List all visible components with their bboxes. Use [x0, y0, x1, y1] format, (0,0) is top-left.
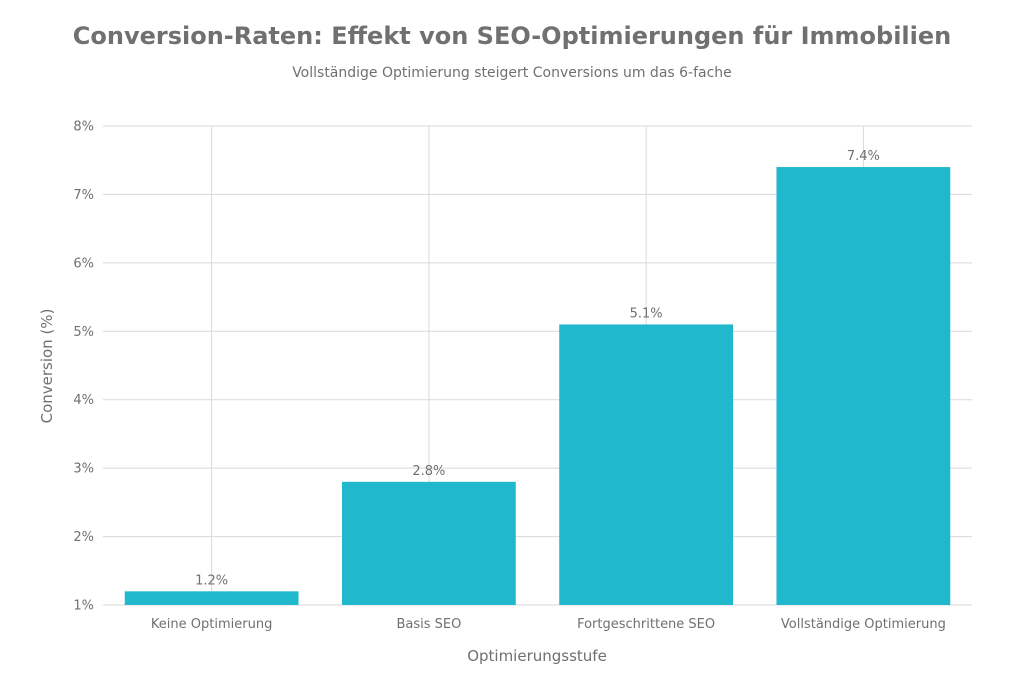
bar-value-label: 5.1%: [630, 306, 663, 321]
chart-subtitle: Vollständige Optimierung steigert Conver…: [292, 65, 732, 81]
y-tick-label: 4%: [73, 393, 94, 408]
x-axis-label: Optimierungsstufe: [467, 647, 607, 665]
chart-title: Conversion-Raten: Effekt von SEO-Optimie…: [73, 22, 952, 50]
y-tick-label: 2%: [73, 530, 94, 545]
y-tick-label: 1%: [73, 599, 94, 614]
y-tick-label: 7%: [73, 188, 94, 203]
bar-value-label: 2.8%: [412, 464, 445, 479]
x-tick-label: Vollständige Optimierung: [781, 617, 946, 632]
y-tick-label: 3%: [73, 462, 94, 477]
x-tick-label: Fortgeschrittene SEO: [577, 617, 715, 632]
bar: [341, 481, 516, 605]
x-tick-label: Basis SEO: [396, 617, 461, 632]
y-tick-label: 6%: [73, 256, 94, 271]
bar: [559, 324, 734, 605]
bar: [124, 591, 299, 605]
y-tick-label: 5%: [73, 325, 94, 340]
labels-layer: 1% 2% 3% 4% 5% 6% 7% 8% 1.2% Keine Optimierung 2.8…: [73, 120, 945, 633]
x-tick-label: Keine Optimierung: [151, 617, 272, 632]
bar-value-label: 7.4%: [847, 149, 880, 164]
y-tick-label: 8%: [73, 120, 94, 135]
bar: [776, 167, 951, 606]
bars-layer: [124, 167, 951, 606]
bar-value-label: 1.2%: [195, 573, 228, 588]
y-axis-label: Conversion (%): [38, 309, 56, 424]
